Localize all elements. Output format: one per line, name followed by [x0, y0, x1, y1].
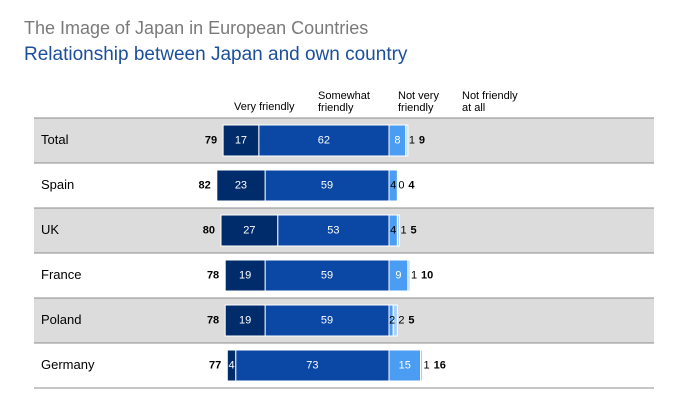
data-label-not-friendly-at-all: 1	[424, 359, 430, 371]
data-label-very-friendly: 19	[239, 314, 251, 326]
unfriendly-total: 4	[408, 179, 415, 191]
unfriendly-total: 9	[419, 134, 425, 146]
data-label-somewhat-friendly: 59	[321, 269, 333, 281]
data-label-not-friendly-at-all: 1	[409, 134, 415, 146]
column-header-1: friendly	[318, 102, 354, 114]
data-label-somewhat-friendly: 73	[306, 359, 318, 371]
bar-not-friendly-at-all	[407, 259, 411, 292]
unfriendly-total: 16	[434, 359, 446, 371]
category-label: UK	[41, 222, 59, 237]
friendly-total: 78	[207, 314, 219, 326]
data-label-not-very-friendly: 9	[395, 269, 401, 281]
data-label-very-friendly: 23	[235, 179, 247, 191]
bar-not-friendly-at-all	[392, 304, 398, 337]
data-label-somewhat-friendly: 59	[321, 314, 333, 326]
bar-very-friendly	[220, 214, 279, 247]
category-label: Total	[41, 132, 69, 147]
column-header-0: Very friendly	[234, 101, 295, 113]
column-header-3: Not friendly	[462, 90, 518, 102]
bar-not-friendly-at-all	[405, 124, 409, 157]
bar-very-friendly	[226, 349, 237, 382]
data-label-not-friendly-at-all: 2	[398, 314, 404, 326]
chart-title: The Image of Japan in European Countries	[24, 18, 369, 38]
chart-subtitle: Relationship between Japan and own count…	[24, 44, 408, 65]
data-label-very-friendly: 19	[239, 269, 251, 281]
data-label-not-friendly-at-all: 1	[400, 224, 406, 236]
data-label-not-very-friendly: 4	[390, 179, 396, 191]
friendly-total: 80	[203, 224, 215, 236]
friendly-total: 82	[199, 179, 211, 191]
bar-not-friendly-at-all	[420, 349, 424, 382]
data-label-not-very-friendly: 2	[389, 314, 395, 326]
data-label-very-friendly: 4	[228, 359, 234, 371]
column-header-2: Not very	[398, 90, 439, 102]
data-label-very-friendly: 27	[243, 224, 255, 236]
bar-not-friendly-at-all	[396, 214, 400, 247]
data-label-somewhat-friendly: 53	[327, 224, 339, 236]
data-label-not-friendly-at-all: 1	[411, 269, 417, 281]
category-label: France	[41, 267, 81, 282]
data-label-very-friendly: 17	[235, 134, 247, 146]
data-label-somewhat-friendly: 59	[321, 179, 333, 191]
data-label-somewhat-friendly: 62	[318, 134, 330, 146]
bar-very-friendly	[224, 259, 266, 292]
unfriendly-total: 5	[411, 224, 417, 236]
unfriendly-total: 10	[421, 269, 433, 281]
friendly-total: 77	[209, 359, 221, 371]
bar-somewhat-friendly	[277, 214, 390, 247]
bar-somewhat-friendly	[264, 259, 390, 292]
bar-very-friendly	[216, 169, 266, 202]
bar-somewhat-friendly	[258, 124, 390, 157]
category-label: Germany	[41, 357, 95, 372]
category-label: Poland	[41, 312, 81, 327]
bar-not-very-friendly	[388, 349, 421, 382]
column-header-1: Somewhat	[318, 90, 370, 102]
data-label-not-very-friendly: 4	[390, 224, 396, 236]
friendly-total: 79	[205, 134, 217, 146]
data-label-not-very-friendly: 15	[399, 359, 411, 371]
unfriendly-total: 5	[408, 314, 414, 326]
data-label-not-friendly-at-all: 0	[398, 179, 404, 191]
data-label-not-very-friendly: 8	[394, 134, 400, 146]
bar-very-friendly	[224, 304, 266, 337]
column-header-2: friendly	[398, 102, 434, 114]
column-header-3: at all	[462, 102, 485, 114]
category-label: Spain	[41, 177, 74, 192]
friendly-total: 78	[207, 269, 219, 281]
bar-somewhat-friendly	[235, 349, 390, 382]
bar-very-friendly	[222, 124, 260, 157]
